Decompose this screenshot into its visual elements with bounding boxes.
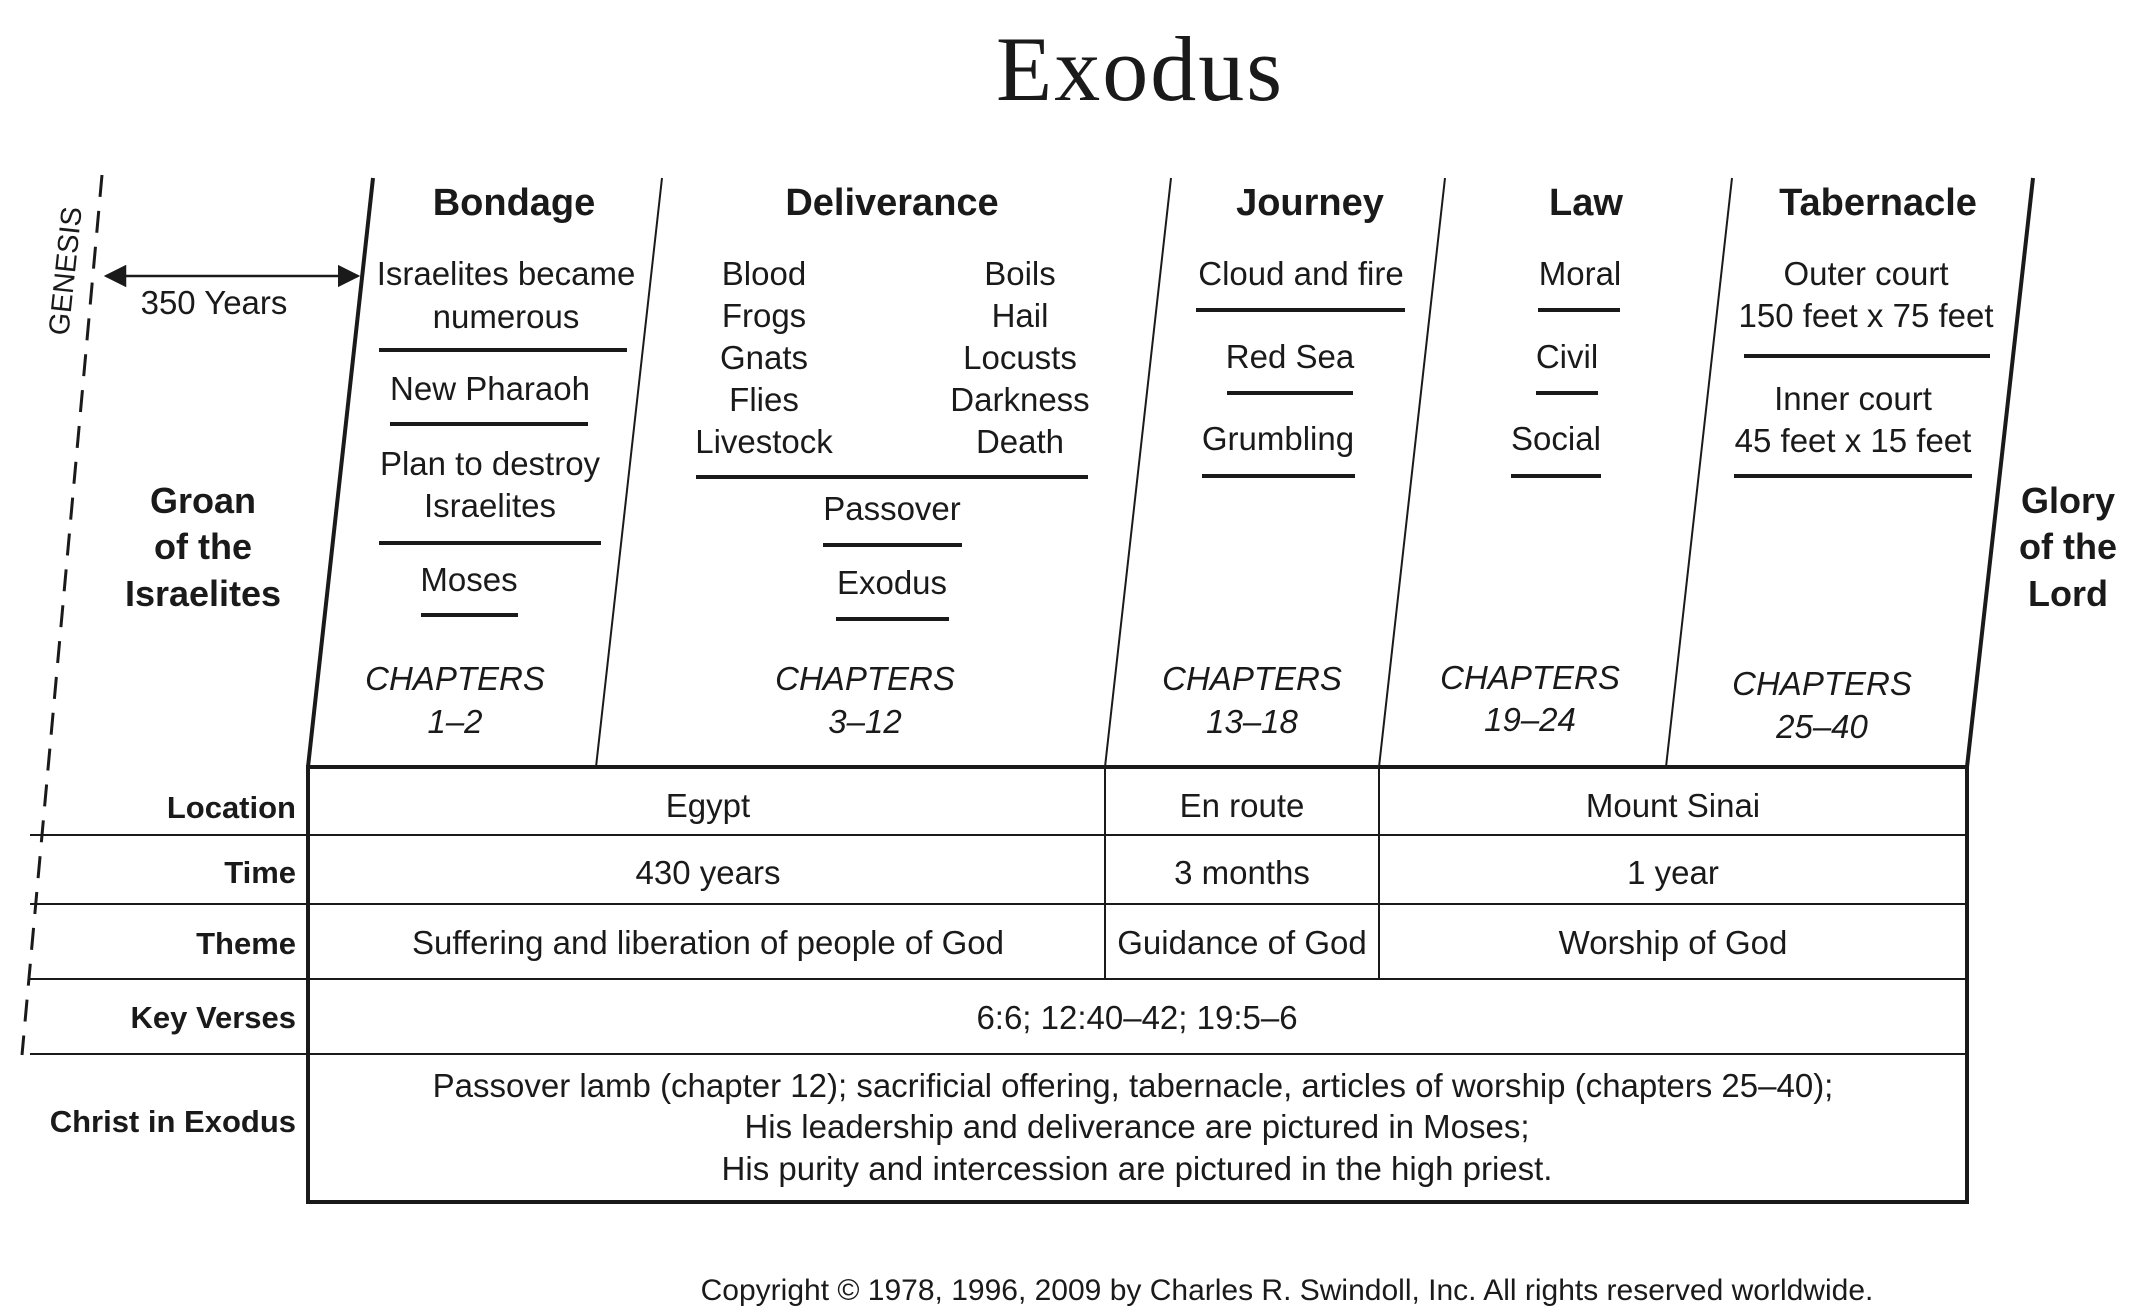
- svg-text:Plan to destroy: Plan to destroy: [380, 445, 601, 482]
- section-heading: Deliverance: [785, 182, 998, 224]
- table-cell: His purity and intercession are pictured…: [722, 1150, 1553, 1187]
- table-cell: 6:6; 12:40–42; 19:5–6: [976, 999, 1297, 1036]
- svg-text:Hail: Hail: [992, 297, 1049, 334]
- svg-text:CHAPTERS: CHAPTERS: [775, 660, 955, 697]
- svg-text:Glory: Glory: [2021, 480, 2115, 521]
- outer-divider-left: [306, 177, 375, 768]
- row-label-theme: Theme: [196, 926, 296, 961]
- svg-text:Darkness: Darkness: [950, 381, 1089, 418]
- svg-text:CHAPTERS: CHAPTERS: [1440, 659, 1620, 696]
- table-cell: Mount Sinai: [1586, 787, 1760, 824]
- svg-text:Locusts: Locusts: [963, 339, 1077, 376]
- section-tabernacle: Tabernacle Outer court 150 feet x 75 fee…: [1732, 182, 1993, 745]
- section-divider: [1378, 177, 1446, 768]
- svg-text:numerous: numerous: [433, 298, 580, 335]
- section-law: Law Moral Civil Social CHAPTERS 19–24: [1440, 182, 1623, 738]
- svg-text:1–2: 1–2: [427, 703, 482, 740]
- row-label-location: Location: [167, 790, 296, 825]
- row-label-christ: Christ in Exodus: [50, 1104, 296, 1139]
- svg-text:CHAPTERS: CHAPTERS: [365, 660, 545, 697]
- table-cell: 1 year: [1627, 854, 1719, 891]
- svg-text:Groan: Groan: [150, 480, 256, 521]
- table-cell: Suffering and liberation of people of Go…: [412, 924, 1004, 961]
- svg-text:of the: of the: [154, 526, 252, 567]
- section-heading: Bondage: [433, 182, 596, 224]
- genesis-divider: [20, 174, 104, 1056]
- svg-text:Blood: Blood: [722, 255, 806, 292]
- section-heading: Tabernacle: [1779, 182, 1977, 224]
- section-divider: [1104, 177, 1172, 768]
- section-journey: Journey Cloud and fire Red Sea Grumbling…: [1162, 182, 1405, 740]
- section-deliverance: Deliverance Blood Frogs Gnats Flies Live…: [695, 182, 1089, 740]
- svg-text:Death: Death: [976, 423, 1064, 460]
- chart-title: Exodus: [996, 18, 1284, 120]
- svg-text:Inner court: Inner court: [1774, 380, 1932, 417]
- table-border: [306, 765, 1969, 1204]
- table-cell: Passover lamb (chapter 12); sacrificial …: [433, 1067, 1834, 1104]
- svg-text:3–12: 3–12: [828, 703, 901, 740]
- svg-text:Israelites: Israelites: [125, 573, 281, 614]
- table-cell: 430 years: [636, 854, 781, 891]
- svg-text:CHAPTERS: CHAPTERS: [1162, 660, 1342, 697]
- section-heading: Journey: [1236, 182, 1384, 224]
- svg-text:Gnats: Gnats: [720, 339, 808, 376]
- row-label-key-verses: Key Verses: [131, 1000, 296, 1035]
- table-cell: Worship of God: [1559, 924, 1788, 961]
- years-label: 350 Years: [141, 284, 288, 321]
- summary-table: Location Time Theme Key Verses Christ in…: [30, 765, 1969, 1204]
- svg-text:Moses: Moses: [420, 561, 517, 598]
- table-cell: Guidance of God: [1117, 924, 1367, 961]
- genesis-label: GENESIS: [43, 205, 88, 337]
- svg-text:Civil: Civil: [1536, 338, 1598, 375]
- section-heading: Law: [1549, 182, 1623, 224]
- svg-text:Moral: Moral: [1539, 255, 1622, 292]
- svg-text:CHAPTERS: CHAPTERS: [1732, 665, 1912, 702]
- svg-text:Boils: Boils: [984, 255, 1056, 292]
- svg-text:Livestock: Livestock: [695, 423, 833, 460]
- left-theme: Groan of the Israelites: [125, 480, 281, 614]
- svg-text:19–24: 19–24: [1484, 701, 1576, 738]
- svg-text:Lord: Lord: [2028, 573, 2108, 614]
- section-divider: [1665, 177, 1733, 768]
- table-cell: His leadership and deliverance are pictu…: [744, 1108, 1529, 1145]
- table-cell: Egypt: [666, 787, 750, 824]
- copyright-notice: Copyright © 1978, 1996, 2009 by Charles …: [701, 1274, 1874, 1307]
- svg-text:13–18: 13–18: [1206, 703, 1298, 740]
- svg-text:25–40: 25–40: [1775, 708, 1868, 745]
- svg-text:Red Sea: Red Sea: [1226, 338, 1355, 375]
- svg-text:of the: of the: [2019, 526, 2117, 567]
- svg-text:Cloud and fire: Cloud and fire: [1198, 255, 1403, 292]
- svg-text:Israelites became: Israelites became: [377, 255, 636, 292]
- svg-text:Frogs: Frogs: [722, 297, 806, 334]
- section-bondage: Bondage Israelites became numerous New P…: [365, 182, 635, 740]
- svg-text:Passover: Passover: [823, 490, 961, 527]
- svg-text:Flies: Flies: [729, 381, 799, 418]
- row-label-time: Time: [224, 855, 296, 890]
- table-cell: 3 months: [1174, 854, 1310, 891]
- right-theme: Glory of the Lord: [2019, 480, 2117, 614]
- svg-text:Outer court: Outer court: [1783, 255, 1948, 292]
- svg-text:45 feet x 15 feet: 45 feet x 15 feet: [1735, 422, 1972, 459]
- svg-text:150 feet x 75 feet: 150 feet x 75 feet: [1738, 297, 1993, 334]
- svg-text:New Pharaoh: New Pharaoh: [390, 370, 590, 407]
- svg-text:Exodus: Exodus: [837, 564, 947, 601]
- svg-text:Grumbling: Grumbling: [1202, 420, 1354, 457]
- svg-text:Israelites: Israelites: [424, 487, 556, 524]
- outer-divider-right: [1965, 177, 2035, 768]
- svg-text:Social: Social: [1511, 420, 1601, 457]
- section-divider: [595, 177, 663, 768]
- table-cell: En route: [1180, 787, 1305, 824]
